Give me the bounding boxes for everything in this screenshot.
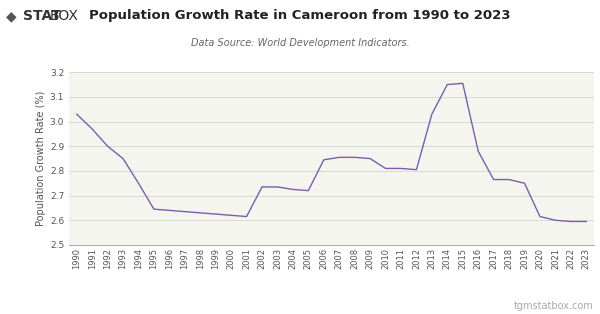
Text: STAT: STAT bbox=[23, 9, 61, 24]
Text: ◆: ◆ bbox=[6, 9, 17, 24]
Text: tgmstatbox.com: tgmstatbox.com bbox=[514, 301, 594, 311]
Y-axis label: Population Growth Rate (%): Population Growth Rate (%) bbox=[35, 91, 46, 226]
Text: BOX: BOX bbox=[49, 9, 78, 24]
Text: Population Growth Rate in Cameroon from 1990 to 2023: Population Growth Rate in Cameroon from … bbox=[89, 9, 511, 22]
Text: Data Source: World Development Indicators.: Data Source: World Development Indicator… bbox=[191, 38, 409, 48]
